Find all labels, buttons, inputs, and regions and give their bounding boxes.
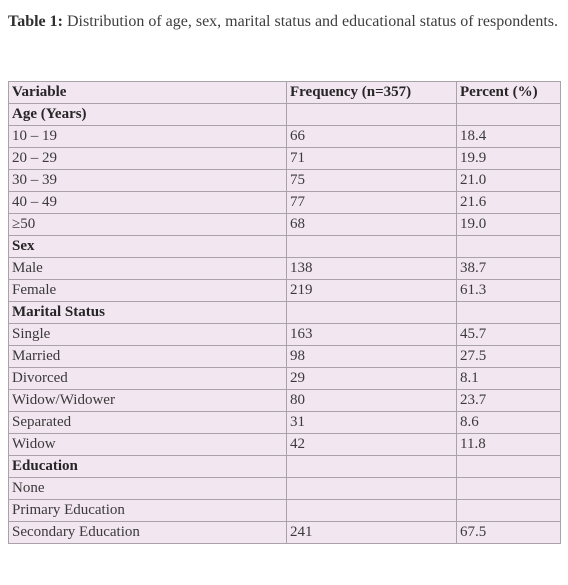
table-row: Divorced 29 8.1	[8, 367, 561, 390]
table-row: 20 – 29 71 19.9	[8, 147, 561, 170]
cell-variable: Divorced	[8, 367, 287, 390]
cell-percent	[456, 477, 561, 500]
cell-variable: 20 – 29	[8, 147, 287, 170]
cell-variable: 40 – 49	[8, 191, 287, 214]
section-row: Age (Years)	[8, 103, 561, 126]
cell-variable: Widow	[8, 433, 287, 456]
cell-variable: Education	[8, 455, 287, 478]
section-row: Education	[8, 455, 561, 478]
cell-frequency: 163	[286, 323, 457, 346]
cell-percent: 61.3	[456, 279, 561, 302]
cell-percent	[456, 499, 561, 522]
table-row: Widow 42 11.8	[8, 433, 561, 456]
cell-percent: 18.4	[456, 125, 561, 148]
cell-variable: 10 – 19	[8, 125, 287, 148]
table-row: Widow/Widower 80 23.7	[8, 389, 561, 412]
cell-percent: 27.5	[456, 345, 561, 368]
caption-label: Table 1:	[8, 13, 63, 30]
cell-variable: Widow/Widower	[8, 389, 287, 412]
cell-frequency: 66	[286, 125, 457, 148]
cell-variable: Male	[8, 257, 287, 280]
table-row: Primary Education	[8, 499, 561, 522]
cell-percent	[456, 301, 561, 324]
cell-frequency: 77	[286, 191, 457, 214]
cell-variable: Female	[8, 279, 287, 302]
table-caption: Table 1: Distribution of age, sex, marit…	[8, 10, 560, 34]
cell-variable: Marital Status	[8, 301, 287, 324]
cell-frequency: 241	[286, 521, 457, 544]
cell-percent: 21.6	[456, 191, 561, 214]
table-row: None	[8, 477, 561, 500]
header-percent: Percent (%)	[456, 81, 561, 104]
cell-variable: Sex	[8, 235, 287, 258]
header-frequency: Frequency (n=357)	[286, 81, 457, 104]
cell-frequency	[286, 235, 457, 258]
cell-percent	[456, 455, 561, 478]
table-row: Secondary Education 241 67.5	[8, 521, 561, 544]
cell-frequency: 219	[286, 279, 457, 302]
cell-percent: 19.0	[456, 213, 561, 236]
cell-frequency: 68	[286, 213, 457, 236]
table-row: ≥50 68 19.0	[8, 213, 561, 236]
cell-percent: 21.0	[456, 169, 561, 192]
cell-frequency	[286, 455, 457, 478]
cell-frequency: 42	[286, 433, 457, 456]
header-variable: Variable	[8, 81, 287, 104]
cell-variable: ≥50	[8, 213, 287, 236]
caption-text: Distribution of age, sex, marital status…	[62, 13, 558, 30]
cell-frequency: 31	[286, 411, 457, 434]
cell-variable: Primary Education	[8, 499, 287, 522]
table-row: Married 98 27.5	[8, 345, 561, 368]
cell-variable: Single	[8, 323, 287, 346]
cell-frequency	[286, 477, 457, 500]
cell-frequency	[286, 499, 457, 522]
table-row: 10 – 19 66 18.4	[8, 125, 561, 148]
cell-frequency: 98	[286, 345, 457, 368]
cell-variable: None	[8, 477, 287, 500]
cell-frequency	[286, 301, 457, 324]
table-row: Single 163 45.7	[8, 323, 561, 346]
cell-variable: Married	[8, 345, 287, 368]
cell-percent: 38.7	[456, 257, 561, 280]
table-row: 40 – 49 77 21.6	[8, 191, 561, 214]
section-row: Sex	[8, 235, 561, 258]
cell-percent: 67.5	[456, 521, 561, 544]
cell-percent: 8.1	[456, 367, 561, 390]
cell-percent	[456, 235, 561, 258]
cell-frequency: 75	[286, 169, 457, 192]
section-row: Marital Status	[8, 301, 561, 324]
cell-variable: Separated	[8, 411, 287, 434]
cell-percent: 11.8	[456, 433, 561, 456]
cell-variable: Age (Years)	[8, 103, 287, 126]
cell-percent: 23.7	[456, 389, 561, 412]
table-row: Male 138 38.7	[8, 257, 561, 280]
table-row: Female 219 61.3	[8, 279, 561, 302]
table-body: Age (Years) 10 – 19 66 18.4 20 – 29 71 19.9 30 …	[8, 103, 561, 544]
cell-percent: 45.7	[456, 323, 561, 346]
table-row: 30 – 39 75 21.0	[8, 169, 561, 192]
cell-variable: Secondary Education	[8, 521, 287, 544]
cell-percent	[456, 103, 561, 126]
cell-frequency	[286, 103, 457, 126]
cell-frequency: 138	[286, 257, 457, 280]
table-header-row: Variable Frequency (n=357) Percent (%)	[8, 81, 561, 104]
cell-percent: 8.6	[456, 411, 561, 434]
cell-variable: 30 – 39	[8, 169, 287, 192]
cell-frequency: 71	[286, 147, 457, 170]
data-table: Variable Frequency (n=357) Percent (%) A…	[8, 81, 561, 544]
cell-percent: 19.9	[456, 147, 561, 170]
cell-frequency: 80	[286, 389, 457, 412]
cell-frequency: 29	[286, 367, 457, 390]
table-row: Separated 31 8.6	[8, 411, 561, 434]
